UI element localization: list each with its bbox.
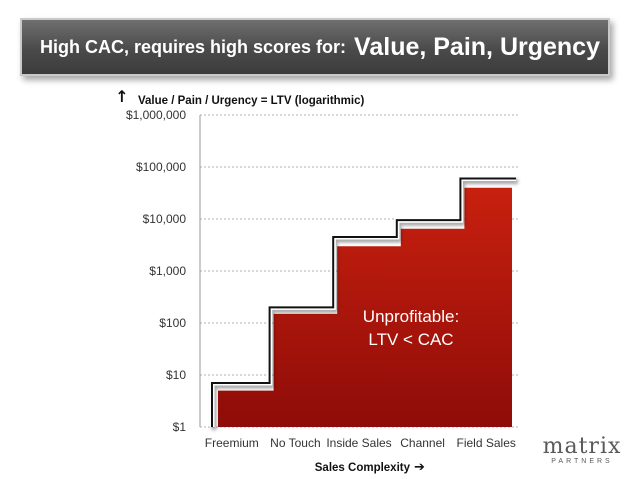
ylabel-arrow-icon: ↑	[115, 87, 128, 106]
title-emphasis: Value, Pain, Urgency	[354, 32, 600, 61]
cac-area	[218, 187, 512, 427]
annotation-line2: LTV < CAC	[368, 330, 453, 349]
title-lead: High CAC, requires high scores for:	[40, 36, 347, 57]
x-category-label: Field Sales	[457, 436, 516, 450]
ltv-line	[211, 177, 516, 427]
logo-wordmark: matrix	[542, 434, 622, 459]
annotation-line1: Unprofitable:	[363, 307, 459, 326]
x-axis-label: Sales Complexity	[315, 462, 411, 474]
xlabel-arrow-icon: ➔	[414, 460, 425, 475]
x-category-label: Channel	[400, 436, 445, 450]
x-category-label: Freemium	[205, 436, 259, 450]
y-tick-label: $100,000	[136, 160, 186, 174]
y-tick-label: $1	[173, 420, 187, 434]
x-category-label: Inside Sales	[326, 436, 391, 450]
y-tick-label: $100	[159, 316, 186, 330]
title-bar: High CAC, requires high scores for: Valu…	[20, 18, 610, 76]
matrix-partners-logo: matrix PARTNERS	[540, 434, 624, 466]
logo-subtext: PARTNERS	[551, 458, 613, 465]
y-tick-label: $1,000,000	[126, 108, 186, 122]
y-tick-label: $10	[166, 368, 186, 382]
x-category-label: No Touch	[270, 436, 320, 450]
y-axis-label: Value / Pain / Urgency = LTV (logarithmi…	[138, 95, 364, 107]
y-tick-label: $1,000	[149, 264, 186, 278]
y-tick-label: $10,000	[143, 212, 187, 226]
